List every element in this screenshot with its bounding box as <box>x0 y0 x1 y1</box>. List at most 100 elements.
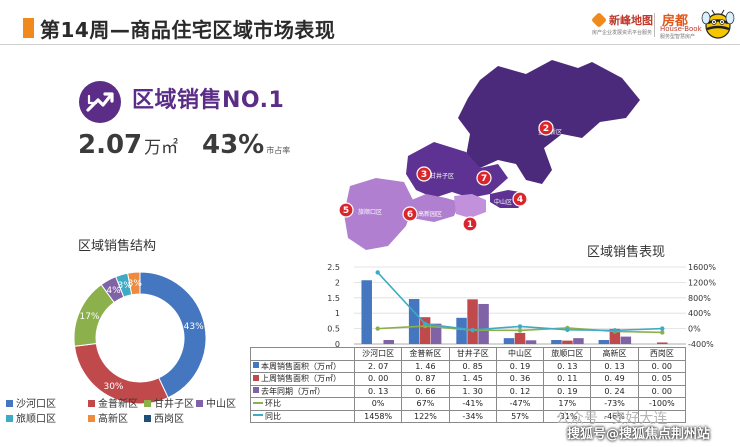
highlight-title: 区域销售NO.1 <box>132 88 285 113</box>
legend-label: 甘井子区 <box>154 399 194 410</box>
table-cell: 0. 00 <box>637 384 687 398</box>
series-name: 上周销售面积（万㎡） <box>261 374 341 384</box>
series-key-swatch <box>253 374 259 381</box>
bar-本周销售面积（万㎡）-中山区 <box>503 338 515 344</box>
legend-swatch <box>88 414 95 422</box>
highlight-share-label: 市占率 <box>266 146 291 155</box>
donut-slice-label-0: 43% <box>184 322 204 332</box>
source-caption: 搜狐号@搜狐焦点荆州站 <box>567 427 711 442</box>
bar-去年同期（万㎡）-沙河口区 <box>383 339 394 344</box>
table-cell: -41% <box>448 397 497 411</box>
fangdu-logo-en: House-Book <box>660 25 702 33</box>
performance-combo-chart: 0 0.5 1 1.5 2 2.5 -400% 0% 400% 800% 1200% 1600% <box>327 263 716 347</box>
donut-slice-label-3: 4% <box>106 286 121 296</box>
map-label-lvshunkou: 旅顺口区 <box>358 208 382 216</box>
y-tick-label: 0.5 <box>327 325 340 334</box>
bar-去年同期（万㎡）-金普新区 <box>430 323 442 344</box>
bar-上周销售面积（万㎡）-高新区 <box>609 328 621 344</box>
legend-label: 西岗区 <box>154 414 184 425</box>
table-cell: 57% <box>495 409 545 423</box>
donut-slice-label-5: 3% <box>128 279 143 289</box>
bar-去年同期（万㎡）-旅顺口区 <box>573 338 584 344</box>
bar-上周销售面积（万㎡）-甘井子区 <box>467 299 478 344</box>
bar-本周销售面积（万㎡）-沙河口区 <box>361 280 372 344</box>
bar-上周销售面积（万㎡）-金普新区 <box>419 317 431 344</box>
y-tick-label: 2.5 <box>327 263 340 272</box>
legend-swatch <box>144 399 151 407</box>
legend-item: 中山区 <box>196 395 236 410</box>
series-key-swatch <box>253 414 263 417</box>
highlight-share: 43% 市占率 <box>202 130 290 160</box>
y-tick-label: 1.5 <box>327 294 340 303</box>
legend-item: 旅顺口区 <box>6 410 56 425</box>
map-marker-1: 1 <box>462 216 478 232</box>
y-tick-label: 1 <box>335 309 340 318</box>
table-category-header: 西岗区 <box>637 347 687 361</box>
y2-tick-label: 1600% <box>688 263 716 272</box>
table-corner-cell <box>250 347 355 361</box>
map-marker-6: 6 <box>402 206 418 222</box>
highlight-area: 2.07 万㎡ <box>78 130 178 160</box>
map-label-ganjingzi: 甘井子区 <box>430 172 454 180</box>
table-series-name-cell: 同比 <box>250 409 355 423</box>
map-marker-1-num: 1 <box>467 220 473 230</box>
highlight-share-value: 43% <box>202 130 265 160</box>
map-marker-3-num: 3 <box>421 170 427 180</box>
series-name: 同比 <box>265 411 281 421</box>
y2-tick-label: -400% <box>688 340 714 347</box>
fangdu-logo-tagline: 服务型智慧房产 <box>660 34 696 40</box>
legend-label: 中山区 <box>206 399 236 410</box>
map-marker-5: 5 <box>338 202 354 218</box>
donut-slice-0 <box>139 271 207 399</box>
legend-label: 高新区 <box>98 414 128 425</box>
table-cell: 0. 12 <box>495 384 545 398</box>
table-cell: 0. 13 <box>590 359 639 373</box>
performance-data-table: 沙河口区 金普新区 甘井子区 中山区 旅顺口区 高新区 西岗区 本周销售面积（万㎡） 2. 0… <box>250 347 687 423</box>
map-region-shahekou <box>454 194 486 218</box>
legend-label: 金普新区 <box>98 399 138 410</box>
header: 第14周—商品住宅区域市场表现 新峰地图 房产企业发展资讯平台服务 房都 Hou… <box>0 0 740 46</box>
map-marker-4-num: 4 <box>517 195 523 205</box>
page-title: 第14周—商品住宅区域市场表现 <box>40 18 336 42</box>
table-series-name-cell: 环比 <box>250 397 355 411</box>
xinfeng-logo-icon <box>591 12 607 28</box>
bar-去年同期（万㎡）-高新区 <box>620 336 632 344</box>
trend-arrows-icon <box>79 81 121 123</box>
table-cell: 0. 66 <box>401 384 450 398</box>
table-cell: 122% <box>401 409 450 423</box>
donut-slice-label-2: 17% <box>80 312 100 322</box>
table-cell: 1. 45 <box>448 372 497 386</box>
bar-去年同期（万㎡）-中山区 <box>525 340 537 344</box>
table-cell: 0. 87 <box>401 372 450 386</box>
watermark-text: 公众号 · 安好大连 <box>556 411 668 427</box>
legend-label: 旅顺口区 <box>16 414 56 425</box>
table-cell: -47% <box>495 397 545 411</box>
y-tick-label: 0 <box>335 340 340 347</box>
bar-本周销售面积（万㎡）-旅顺口区 <box>551 339 562 344</box>
table-row: 上周销售面积（万㎡） 0. 00 0. 87 1. 45 0. 36 0. 11 0. 49… <box>250 372 687 386</box>
table-cell: 0% <box>353 397 403 411</box>
legend-swatch <box>196 399 203 407</box>
map-marker-3: 3 <box>416 166 432 182</box>
table-cell: 0. 49 <box>590 372 639 386</box>
map-marker-4: 4 <box>512 191 528 207</box>
map-marker-7: 7 <box>476 170 492 186</box>
logo-divider <box>654 13 655 37</box>
district-map: 金普新区 甘井子区 中山区 旅顺口区 高新园区 1 2 3 4 5 6 7 <box>338 60 640 250</box>
legend-item: 金普新区 <box>88 395 138 410</box>
map-marker-7-num: 7 <box>481 174 487 184</box>
y2-tick-label: 1200% <box>688 278 716 287</box>
xinfeng-logo-name: 新峰地图 <box>609 14 653 27</box>
series-name: 本周销售面积（万㎡） <box>261 361 341 371</box>
table-row: 同比 1458% 122% -34% 57% -31% -46% <box>250 409 687 423</box>
table-cell: 0. 00 <box>353 372 403 386</box>
series-name: 环比 <box>265 399 281 409</box>
table-cell: 0. 19 <box>543 384 592 398</box>
map-marker-5-num: 5 <box>343 206 349 216</box>
table-cell <box>637 409 687 423</box>
table-cell: -31% <box>543 409 592 423</box>
table-category-header: 甘井子区 <box>448 347 497 361</box>
table-cell: 0. 24 <box>590 384 639 398</box>
table-category-header: 金普新区 <box>401 347 450 361</box>
point-同比-金普新区 <box>422 321 428 327</box>
